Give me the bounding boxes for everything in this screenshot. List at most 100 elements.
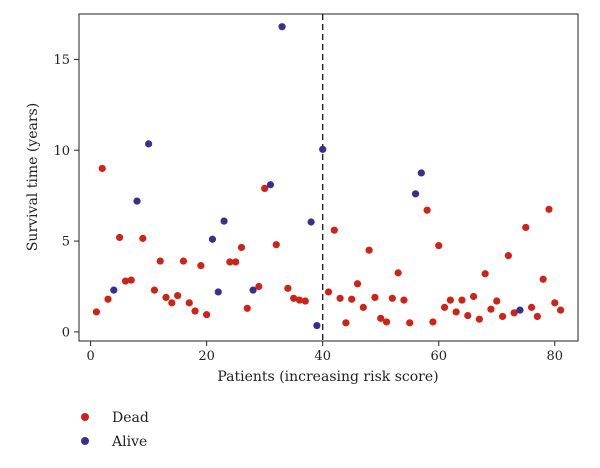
alive-point <box>411 190 420 198</box>
dead-point <box>197 262 205 270</box>
dead-point <box>458 296 466 304</box>
dead-point <box>336 294 344 302</box>
alive-point <box>319 145 327 153</box>
x-axis-ticks: 0 20 40 60 80 <box>86 341 563 364</box>
y-tick-label: 10 <box>53 144 70 159</box>
dead-point <box>406 319 414 327</box>
x-tick-label: 60 <box>430 349 447 364</box>
dead-point <box>504 252 512 260</box>
dead-point <box>440 303 449 311</box>
dead-point <box>481 270 489 278</box>
dead-point <box>226 258 234 266</box>
alive-point <box>307 218 315 226</box>
y-axis-ticks: 0 5 10 15 <box>53 53 79 340</box>
dead-point <box>185 299 193 307</box>
dead-point <box>353 280 362 288</box>
dead-point <box>92 308 101 316</box>
dead-point <box>522 223 530 232</box>
dead-point <box>446 296 454 304</box>
dead-point <box>388 294 396 302</box>
y-tick-label: 0 <box>62 325 70 340</box>
dead-point <box>295 296 304 304</box>
dead-point <box>290 294 298 302</box>
dead-point <box>452 308 460 316</box>
dead-point <box>301 297 309 305</box>
dead-point <box>498 312 507 321</box>
legend-dead-marker <box>81 413 89 421</box>
x-tick-label: 80 <box>547 349 564 364</box>
dead-point <box>121 277 130 285</box>
dead-point <box>377 314 385 322</box>
dead-point <box>330 226 338 234</box>
y-axis-label: Survival time (years) <box>25 103 41 251</box>
dead-point <box>232 258 240 266</box>
dead-point <box>394 269 402 277</box>
alive-point <box>417 169 425 177</box>
dead-point <box>255 282 263 291</box>
dead-point <box>423 206 431 214</box>
dead-point <box>365 246 373 254</box>
dead-point <box>556 306 565 314</box>
alive-point <box>208 235 217 243</box>
dead-point <box>191 307 199 315</box>
dead-point <box>116 233 124 242</box>
dead-point <box>150 286 159 294</box>
y-tick-label: 5 <box>62 235 70 250</box>
legend-alive-marker <box>81 437 89 445</box>
alive-point <box>220 217 228 225</box>
y-tick-label: 15 <box>53 53 70 68</box>
dead-point <box>162 293 170 301</box>
dead-point <box>348 295 356 303</box>
x-tick-label: 0 <box>86 349 94 364</box>
dead-point <box>261 184 269 192</box>
dead-point <box>527 303 536 311</box>
dead-point <box>237 243 246 252</box>
dead-point <box>533 312 541 321</box>
dead-point <box>174 291 182 300</box>
dead-point <box>359 303 367 311</box>
data-points <box>92 23 565 330</box>
plot-area-frame <box>78 13 579 342</box>
dead-point <box>371 293 379 301</box>
alive-point <box>214 288 222 296</box>
alive-point <box>133 197 141 205</box>
alive-point <box>145 140 153 148</box>
dead-point <box>510 309 518 317</box>
dead-point <box>168 299 176 307</box>
alive-point <box>516 306 524 314</box>
dead-point <box>475 315 483 323</box>
dead-point <box>127 276 135 284</box>
x-tick-label: 20 <box>198 349 215 364</box>
x-axis-label: Patients (increasing risk score) <box>217 369 438 385</box>
dead-point <box>382 318 391 326</box>
dead-point <box>487 305 495 313</box>
dead-point <box>493 297 501 305</box>
alive-point <box>110 286 118 294</box>
dead-point <box>243 304 251 312</box>
legend-dead-label: Dead <box>112 410 149 426</box>
dead-point <box>469 292 478 301</box>
dead-point <box>203 311 211 319</box>
dead-point <box>139 234 147 242</box>
dead-point <box>464 311 472 320</box>
x-tick-label: 40 <box>314 349 331 364</box>
dead-point <box>284 284 292 292</box>
alive-point <box>313 321 321 330</box>
dead-point <box>429 318 437 326</box>
dead-point <box>98 164 106 173</box>
legend-alive-label: Alive <box>111 434 147 450</box>
dead-point <box>156 257 164 265</box>
alive-point <box>278 23 286 31</box>
dead-point <box>551 299 559 307</box>
alive-point <box>266 181 275 189</box>
legend: Dead Alive <box>81 410 149 450</box>
dead-point <box>179 257 188 265</box>
alive-point <box>249 286 257 294</box>
dead-point <box>539 275 547 283</box>
dead-point <box>272 241 280 249</box>
dead-point <box>400 296 408 304</box>
dead-point <box>342 319 350 327</box>
dead-point <box>324 288 333 296</box>
dead-point <box>104 295 112 303</box>
